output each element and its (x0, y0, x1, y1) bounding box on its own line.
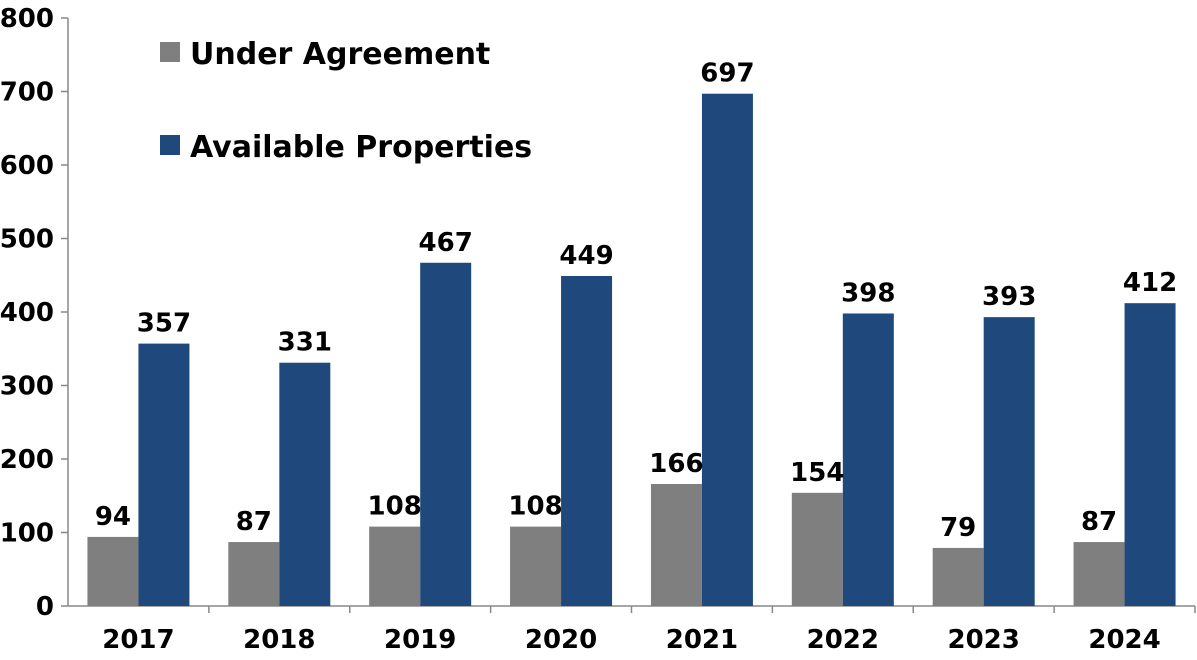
x-tick-label: 2023 (948, 625, 1020, 655)
legend: Under Agreement Available Properties (160, 37, 532, 165)
x-tick-label: 2021 (666, 625, 738, 655)
data-label-available-properties: 449 (559, 241, 613, 271)
data-label-under-agreement: 87 (1081, 507, 1117, 537)
data-label-under-agreement: 94 (95, 502, 131, 532)
bar-available-properties (279, 363, 330, 606)
legend-label-available-properties: Available Properties (190, 130, 532, 165)
bar-available-properties (138, 344, 189, 606)
y-tick-label: 600 (0, 151, 54, 181)
bar-under-agreement (510, 527, 561, 606)
x-tick-label: 2018 (243, 625, 315, 655)
y-tick-label: 100 (0, 519, 54, 549)
data-label-under-agreement: 108 (368, 492, 422, 522)
bar-available-properties (1125, 303, 1176, 606)
data-label-available-properties: 393 (982, 282, 1036, 312)
data-label-under-agreement: 166 (649, 449, 703, 479)
bar-available-properties (561, 276, 612, 606)
bar-available-properties (420, 263, 471, 606)
x-axis: 2017 2018 2019 2020 2021 2022 2023 2024 (68, 606, 1195, 655)
data-label-available-properties: 412 (1123, 268, 1177, 298)
data-label-under-agreement: 79 (940, 513, 976, 543)
y-tick-label: 200 (0, 445, 54, 475)
bar-under-agreement (228, 542, 279, 606)
y-tick-label: 500 (0, 225, 54, 255)
bar-under-agreement (792, 493, 843, 606)
bar-available-properties (702, 94, 753, 606)
y-axis: 0 100 200 300 400 500 600 700 800 (0, 4, 68, 622)
x-tick-label: 2024 (1088, 625, 1160, 655)
bar-under-agreement (933, 548, 984, 606)
y-tick-label: 400 (0, 298, 54, 328)
bar-under-agreement (87, 537, 138, 606)
bar-under-agreement (369, 527, 420, 606)
y-tick-label: 800 (0, 4, 54, 34)
x-tick-label: 2017 (102, 625, 174, 655)
legend-swatch-under-agreement (160, 42, 180, 62)
data-label-under-agreement: 87 (236, 507, 272, 537)
data-label-available-properties: 697 (700, 59, 754, 89)
data-label-under-agreement: 154 (790, 458, 844, 488)
y-tick-label: 0 (36, 592, 54, 622)
x-tick-label: 2022 (807, 625, 879, 655)
legend-label-under-agreement: Under Agreement (190, 37, 490, 72)
y-tick-label: 700 (0, 78, 54, 108)
data-label-available-properties: 357 (137, 309, 191, 339)
data-label-available-properties: 398 (841, 278, 895, 308)
x-tick-label: 2019 (384, 625, 456, 655)
data-label-available-properties: 467 (419, 228, 473, 258)
data-label-available-properties: 331 (278, 328, 332, 358)
bar-available-properties (984, 317, 1035, 606)
legend-swatch-available-properties (160, 135, 180, 155)
bar-under-agreement (651, 484, 702, 606)
data-label-under-agreement: 108 (508, 492, 562, 522)
x-tick-label: 2020 (525, 625, 597, 655)
y-tick-label: 300 (0, 372, 54, 402)
bar-under-agreement (1074, 542, 1125, 606)
bar-available-properties (843, 313, 894, 606)
bar-chart: 0100200300400500600700800 2017 2018 2019 20… (0, 0, 1197, 660)
